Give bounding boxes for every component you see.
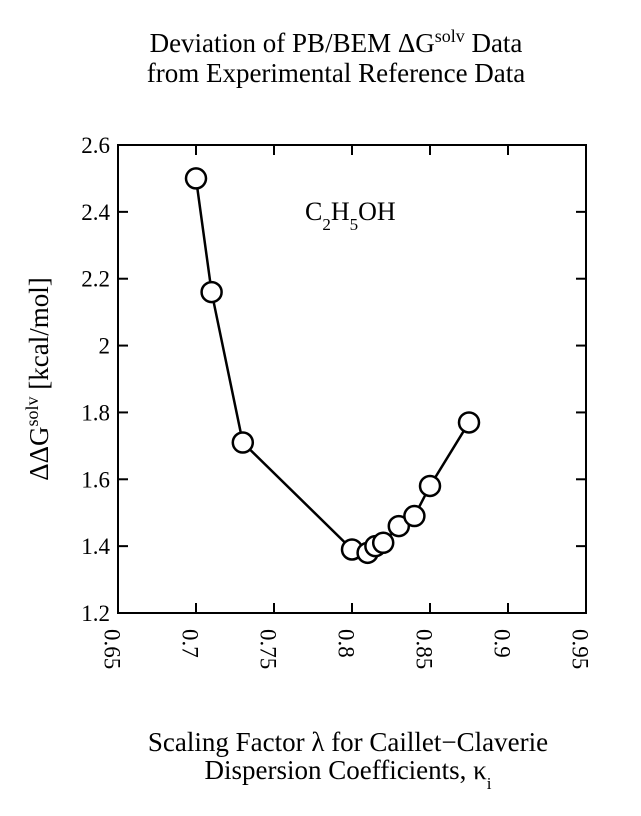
- y-tick-label: 2.2: [81, 267, 110, 292]
- data-point: [200, 280, 223, 304]
- y-tick-label: 1.2: [81, 601, 110, 626]
- chart-title-line2: from Experimental Reference Data: [147, 58, 526, 88]
- title-sup: solv: [435, 26, 465, 46]
- data-point: [457, 411, 481, 434]
- y-tick-label: 2.4: [81, 200, 110, 225]
- x-tick-label: 0.85: [412, 629, 437, 669]
- annot-sub2: 5: [350, 215, 359, 234]
- data-point: [371, 531, 395, 555]
- x-tick-label: 0.7: [178, 629, 203, 658]
- ylabel-sup: solv: [22, 396, 42, 426]
- ylabel-end: [kcal/mol]: [24, 277, 54, 396]
- x-axis-label-line2: Dispersion Coefficients, κi: [204, 755, 491, 793]
- y-tick-label: 2: [99, 334, 111, 359]
- x-axis-label-line1: Scaling Factor λ for Caillet−Claverie: [148, 727, 548, 757]
- title-main: Deviation of PB/BEM ΔG: [150, 28, 435, 58]
- data-point: [184, 167, 208, 190]
- y-tick-label: 1.6: [81, 467, 110, 492]
- y-axis-ticks: 1.2 1.4 1.6 1.8 2 2.2 2.4 2.6: [81, 133, 586, 626]
- data-point: [387, 514, 411, 538]
- annot-sub1: 2: [322, 215, 331, 234]
- y-tick-label: 1.4: [81, 534, 110, 559]
- annot-oh: OH: [358, 197, 396, 226]
- x-tick-label: 0.9: [490, 629, 515, 658]
- x-tick-label: 0.95: [568, 629, 593, 669]
- y-axis-label: ΔΔGsolv [kcal/mol]: [22, 277, 54, 480]
- chart-title-line1: Deviation of PB/BEM ΔGsolv Data: [150, 26, 523, 58]
- xlabel-line2-sub: i: [487, 774, 492, 793]
- series-markers: [184, 167, 481, 565]
- data-point: [418, 474, 442, 498]
- x-tick-label: 0.65: [100, 629, 125, 669]
- ylabel-main: ΔΔG: [24, 427, 54, 481]
- x-axis-ticks: 0.65 0.7 0.75 0.8 0.85 0.9 0.95: [100, 145, 593, 669]
- y-tick-label: 2.6: [81, 133, 110, 158]
- annot-h: H: [331, 197, 350, 226]
- chart-annotation: C2H5OH: [305, 197, 396, 234]
- data-point: [403, 504, 426, 528]
- y-tick-label: 1.8: [81, 400, 110, 425]
- xlabel-line2-main: Dispersion Coefficients, κ: [204, 755, 487, 785]
- annot-c: C: [305, 197, 322, 226]
- title-end: Data: [465, 28, 523, 58]
- x-tick-label: 0.75: [256, 629, 281, 669]
- data-point: [231, 431, 255, 454]
- x-tick-label: 0.8: [334, 629, 359, 658]
